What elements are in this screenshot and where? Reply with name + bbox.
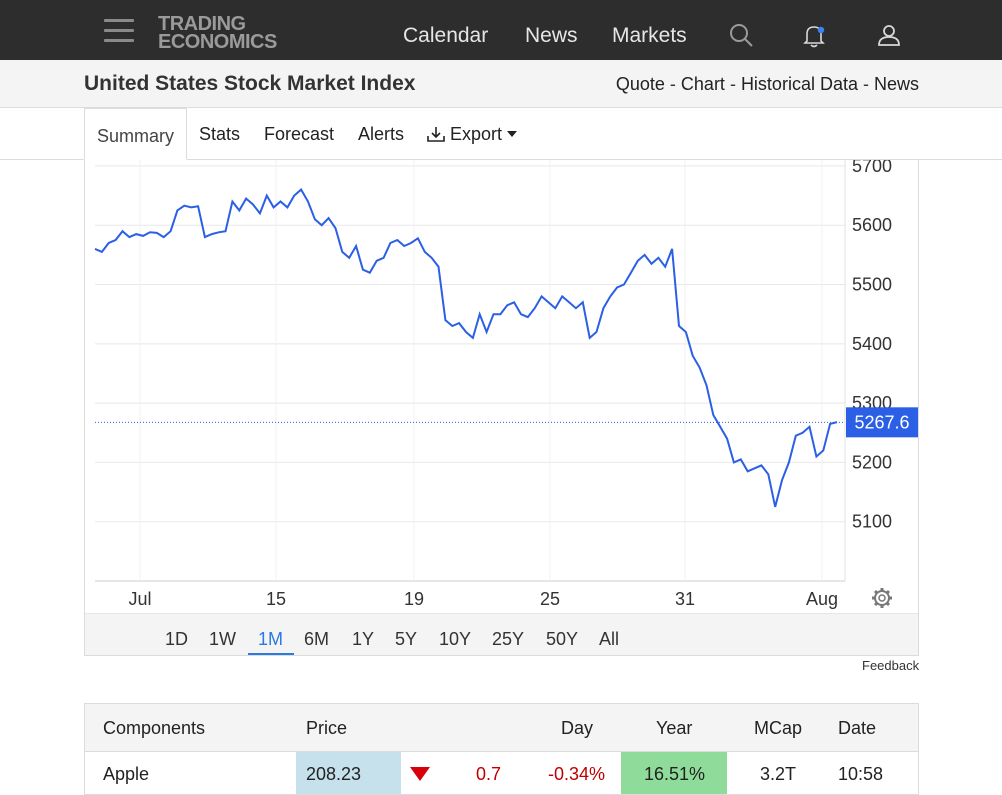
y-tick-label: 5700 [852, 160, 892, 176]
tab-bar: Summary Stats Forecast Alerts Export [0, 108, 1002, 160]
component-name[interactable]: Apple [103, 764, 150, 784]
link-chart[interactable]: Chart [680, 74, 725, 94]
search-icon[interactable] [727, 21, 755, 49]
mcap-value: 3.2T [760, 764, 797, 784]
tab-forecast[interactable]: Forecast [264, 124, 335, 144]
link-news[interactable]: News [873, 74, 919, 94]
link-historical-data[interactable]: Historical Data [740, 74, 858, 94]
x-tick-label: 19 [404, 589, 424, 609]
tab-alerts[interactable]: Alerts [358, 124, 405, 144]
y-tick-label: 5200 [852, 452, 892, 472]
range-1m[interactable]: 1M [258, 629, 284, 649]
nav-markets[interactable]: Markets [612, 24, 687, 47]
logo-line-1: TRADING [158, 13, 246, 35]
link-quote[interactable]: Quote [615, 74, 665, 94]
change-value: 0.7 [476, 764, 502, 784]
range-5y[interactable]: 5Y [395, 629, 418, 649]
year-change-percent: 16.51% [644, 764, 706, 784]
range-6m[interactable]: 6M [304, 629, 330, 649]
x-tick-label: Jul [128, 589, 151, 609]
header-day[interactable]: Day [561, 718, 594, 738]
link-separator: - [724, 74, 741, 94]
range-1y[interactable]: 1Y [352, 629, 375, 649]
table-header: Components Price Day Year MCap Date [85, 704, 918, 752]
logo-line-2: ECONOMICS [158, 31, 277, 53]
chart-panel: 5100 5200 5300 5400 5500 5600 5700 Jul 15 19 25 31… [84, 160, 919, 656]
year-cell: 16.51% [621, 752, 727, 794]
last-value-badge [846, 407, 918, 438]
nav-calendar[interactable]: Calendar [403, 24, 489, 47]
user-icon[interactable] [875, 21, 903, 49]
x-tick-label: 15 [266, 589, 286, 609]
caret-down-icon [507, 131, 518, 137]
x-tick-label: 25 [540, 589, 560, 609]
table-row[interactable]: Apple 208.23 0.7 -0.34% 16.51% 3.2T 10:5… [85, 752, 918, 794]
y-tick-label: 5600 [852, 215, 892, 235]
x-tick-label: 31 [675, 589, 695, 609]
header-price[interactable]: Price [306, 718, 348, 738]
x-tick-label: Aug [806, 589, 838, 609]
header-mcap[interactable]: MCap [754, 718, 803, 738]
export-label: Export [450, 124, 503, 144]
y-tick-label: 5500 [852, 275, 892, 295]
tab-summary[interactable]: Summary [84, 108, 187, 160]
nav-news[interactable]: News [525, 24, 578, 47]
day-change-percent: -0.34% [548, 764, 606, 784]
down-arrow-icon [410, 767, 430, 781]
range-1w[interactable]: 1W [209, 629, 236, 649]
range-all[interactable]: All [599, 629, 620, 649]
page-title: United States Stock Market Index [84, 72, 416, 95]
bell-icon[interactable] [800, 21, 828, 49]
range-50y[interactable]: 50Y [546, 629, 579, 649]
price-cell: 208.23 [296, 752, 401, 794]
header-year[interactable]: Year [656, 718, 693, 738]
header-date[interactable]: Date [838, 718, 877, 738]
components-table: Components Price Day Year MCap Date Appl… [84, 703, 919, 795]
logo[interactable]: TRADING ECONOMICS [158, 13, 277, 53]
quick-links: Quote - Chart - Historical Data - News [616, 74, 919, 95]
y-tick-label: 5400 [852, 334, 892, 354]
tab-stats[interactable]: Stats [199, 124, 241, 144]
menu-icon[interactable] [104, 19, 134, 43]
date-value: 10:58 [838, 764, 884, 784]
last-value-label: 5267.6 [854, 412, 909, 432]
range-selector: 1D 1W 1M 6M 1Y 5Y 10Y 25Y 50Y All [85, 613, 918, 655]
price-value: 208.23 [306, 764, 362, 784]
top-navbar: TRADING ECONOMICS Calendar News Markets [0, 0, 1002, 60]
link-separator: - [857, 74, 874, 94]
range-10y[interactable]: 10Y [439, 629, 472, 649]
range-1d[interactable]: 1D [165, 629, 189, 649]
range-25y[interactable]: 25Y [492, 629, 525, 649]
series-line [94, 188, 838, 508]
feedback-link[interactable]: Feedback [862, 658, 920, 673]
range-active-indicator [248, 653, 294, 655]
download-icon [427, 127, 445, 142]
notification-dot [817, 26, 825, 34]
page-header: United States Stock Market Index Quote -… [0, 60, 1002, 108]
tab-export[interactable]: Export [427, 124, 518, 145]
y-tick-label: 5100 [852, 512, 892, 532]
link-separator: - [664, 74, 681, 94]
chart-settings-icon[interactable] [872, 588, 892, 608]
header-components[interactable]: Components [103, 718, 206, 738]
